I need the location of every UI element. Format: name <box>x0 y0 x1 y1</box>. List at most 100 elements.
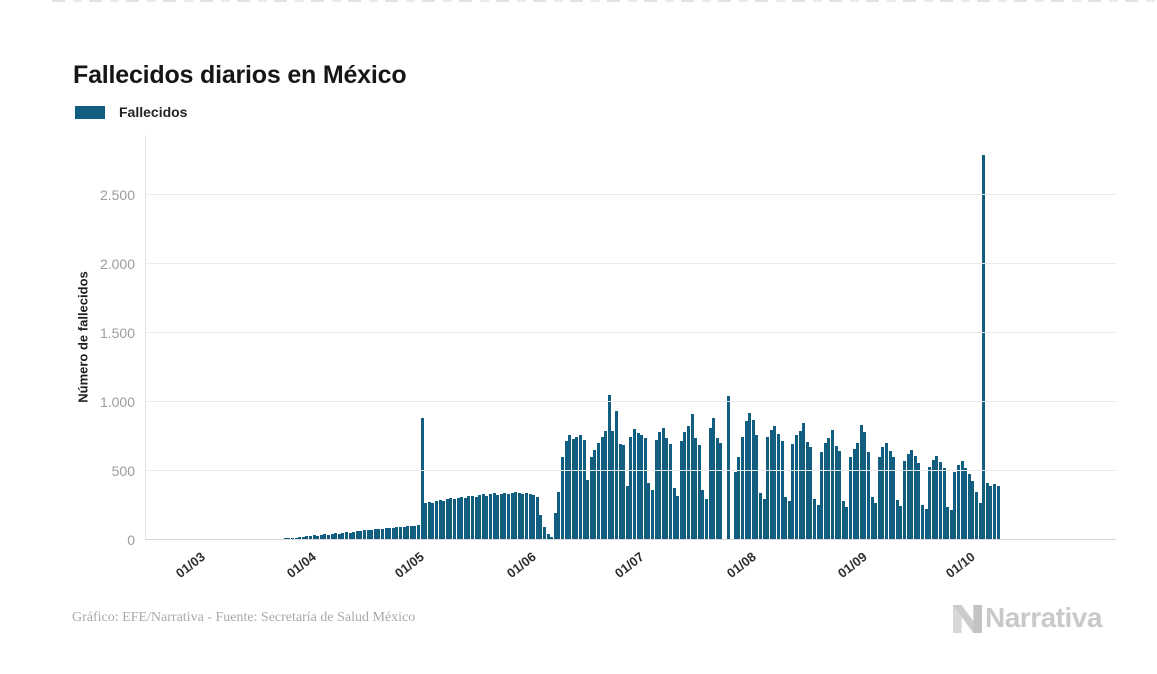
bar[interactable] <box>683 432 687 540</box>
bar[interactable] <box>931 459 935 540</box>
bar[interactable] <box>597 443 600 540</box>
bar[interactable] <box>654 439 658 540</box>
bar[interactable] <box>795 435 798 540</box>
bar[interactable] <box>917 462 921 540</box>
bar[interactable] <box>643 437 647 540</box>
bar[interactable] <box>301 536 305 540</box>
bar[interactable] <box>690 414 694 540</box>
bar[interactable] <box>413 525 417 540</box>
bar[interactable] <box>942 468 946 540</box>
bar[interactable] <box>553 513 557 540</box>
bar[interactable] <box>399 526 402 540</box>
bar[interactable] <box>888 450 892 540</box>
bar[interactable] <box>759 493 762 540</box>
bar[interactable] <box>928 466 932 540</box>
bar[interactable] <box>384 528 388 540</box>
bar[interactable] <box>971 480 975 540</box>
bar[interactable] <box>341 532 345 540</box>
bar[interactable] <box>647 483 651 540</box>
bar[interactable] <box>715 437 719 540</box>
bar[interactable] <box>780 440 784 540</box>
bar[interactable] <box>474 497 478 540</box>
bar[interactable] <box>388 527 392 540</box>
bar[interactable] <box>309 535 312 540</box>
bar[interactable] <box>769 429 773 540</box>
bar[interactable] <box>762 499 766 540</box>
bar[interactable] <box>521 493 525 540</box>
bar[interactable] <box>849 456 852 540</box>
bar[interactable] <box>420 418 424 540</box>
bar[interactable] <box>636 432 640 540</box>
bar[interactable] <box>651 489 654 540</box>
bar[interactable] <box>539 515 543 540</box>
bar[interactable] <box>456 497 460 540</box>
bar[interactable] <box>751 420 755 540</box>
bar[interactable] <box>859 425 863 540</box>
bar[interactable] <box>298 536 302 540</box>
bar[interactable] <box>960 461 964 540</box>
bar[interactable] <box>463 498 467 540</box>
bar[interactable] <box>478 495 482 540</box>
bar[interactable] <box>773 426 777 540</box>
bar[interactable] <box>604 431 608 540</box>
bar[interactable] <box>381 529 384 540</box>
bar[interactable] <box>337 533 341 540</box>
bar[interactable] <box>694 438 698 540</box>
bar[interactable] <box>633 429 636 540</box>
bar[interactable] <box>967 474 971 540</box>
bar[interactable] <box>834 446 838 540</box>
bar[interactable] <box>885 443 888 540</box>
legend-item[interactable]: Fallecidos <box>75 104 187 120</box>
bar[interactable] <box>402 527 406 540</box>
bar[interactable] <box>316 535 320 540</box>
bar[interactable] <box>899 505 903 540</box>
bar[interactable] <box>935 455 939 540</box>
bar[interactable] <box>525 492 528 540</box>
bar[interactable] <box>708 427 712 540</box>
bar[interactable] <box>359 531 363 540</box>
bar[interactable] <box>809 447 813 540</box>
bar[interactable] <box>492 493 496 540</box>
bar[interactable] <box>582 439 586 540</box>
bar[interactable] <box>777 433 780 540</box>
bar[interactable] <box>406 526 410 540</box>
bar[interactable] <box>618 443 622 540</box>
bar[interactable] <box>485 495 489 540</box>
bar[interactable] <box>957 464 960 540</box>
bar[interactable] <box>838 451 842 540</box>
bar[interactable] <box>499 494 503 540</box>
bar[interactable] <box>561 456 564 540</box>
bar[interactable] <box>363 530 366 540</box>
bar[interactable] <box>845 506 849 540</box>
bar[interactable] <box>679 441 683 540</box>
bar[interactable] <box>294 537 298 540</box>
bar[interactable] <box>892 457 896 540</box>
bar[interactable] <box>625 485 629 540</box>
bar[interactable] <box>395 527 399 540</box>
bar[interactable] <box>319 534 323 540</box>
bar[interactable] <box>823 442 827 540</box>
bar[interactable] <box>946 506 950 540</box>
bar[interactable] <box>579 435 582 540</box>
bar[interactable] <box>622 445 626 540</box>
bar[interactable] <box>510 492 514 540</box>
bar[interactable] <box>514 492 518 540</box>
bar[interactable] <box>489 493 492 540</box>
bar[interactable] <box>978 502 982 540</box>
bar[interactable] <box>863 432 867 540</box>
bar[interactable] <box>355 531 359 540</box>
bar[interactable] <box>669 444 672 540</box>
bar[interactable] <box>802 423 806 540</box>
bar[interactable] <box>586 479 590 540</box>
bar[interactable] <box>424 503 428 540</box>
bar[interactable] <box>726 395 730 540</box>
bar[interactable] <box>568 434 572 540</box>
bar[interactable] <box>820 451 824 540</box>
bar[interactable] <box>964 467 968 540</box>
bar[interactable] <box>741 437 744 540</box>
bar[interactable] <box>874 502 878 540</box>
bar[interactable] <box>867 451 870 540</box>
bar[interactable] <box>611 430 615 540</box>
bar[interactable] <box>517 493 521 540</box>
bar[interactable] <box>687 425 690 540</box>
